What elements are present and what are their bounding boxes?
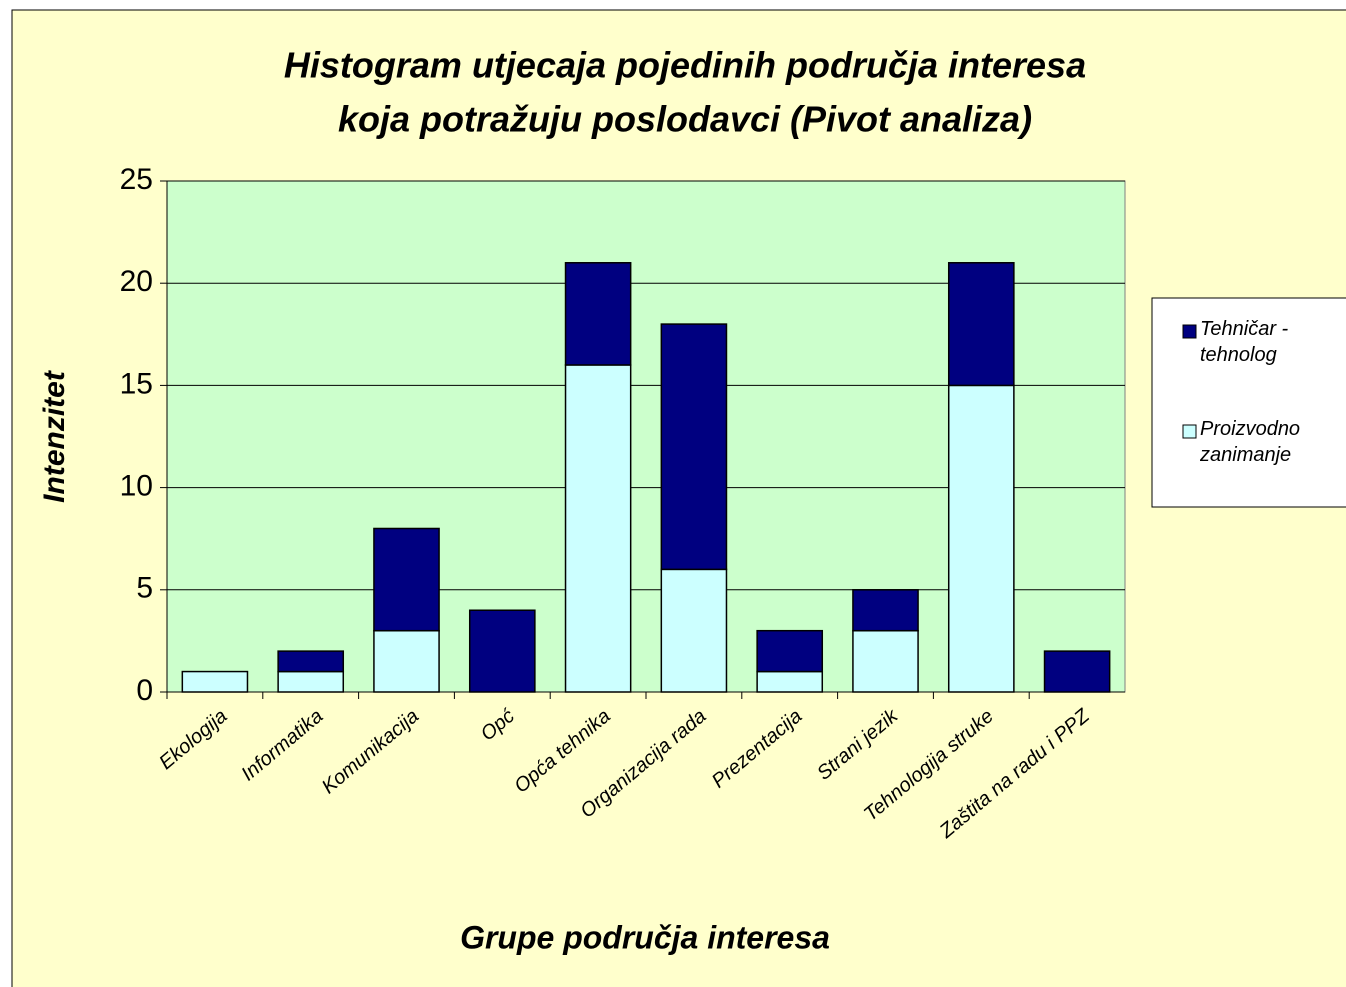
bar-segment [277, 670, 345, 693]
legend-swatch [1182, 424, 1197, 439]
bar-segment [181, 670, 249, 693]
y-tick-label: 0 [136, 674, 153, 707]
bar-segment [756, 629, 824, 673]
bar-segment [564, 364, 632, 693]
bar-segment [1043, 650, 1111, 693]
bar-segment [852, 629, 919, 693]
bar-segment [756, 670, 824, 693]
y-tick-label: 25 [120, 163, 153, 196]
bar-segment [947, 384, 1015, 693]
legend-item: Proizvodno zanimanje [1200, 418, 1301, 466]
y-tick-label: 20 [120, 265, 153, 298]
bar-segment [660, 323, 728, 571]
chart-title: koja potražuju poslodavci (Pivot analiza… [338, 99, 1032, 140]
y-tick-label: 15 [120, 367, 153, 400]
bar-segment [947, 262, 1015, 387]
x-axis-title: Grupe područja interesa [460, 919, 830, 955]
y-tick-label: 10 [120, 470, 153, 503]
bar-segment [373, 527, 440, 632]
y-axis-title: Intenzitet [38, 369, 71, 503]
legend-label: Proizvodno zanimanje [1200, 418, 1301, 466]
bar-segment [468, 609, 536, 693]
bar-segment [373, 629, 440, 693]
chart-title: Histogram utjecaja pojedinih područja in… [284, 45, 1086, 86]
legend-item: Tehničar - tehnolog [1200, 318, 1289, 366]
y-tick-label: 5 [136, 572, 153, 605]
legend-label: Tehničar - tehnolog [1200, 318, 1289, 366]
legend-swatch [1182, 324, 1197, 339]
legend [1151, 297, 1346, 508]
bar-segment [564, 262, 632, 366]
bar-segment [277, 650, 345, 673]
bar-segment [852, 589, 919, 632]
bar-segment [660, 568, 728, 693]
